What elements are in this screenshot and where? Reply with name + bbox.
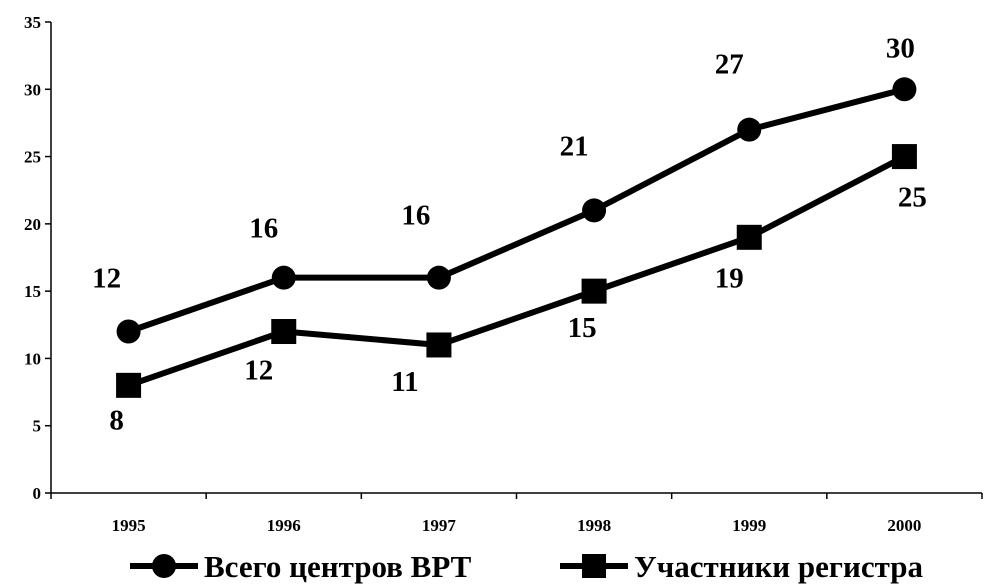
x-axis-tick-label: 2000 xyxy=(887,516,921,535)
chart-data-labels: 12 16 16 21 27 30 8 12 11 15 19 25 xyxy=(92,32,927,436)
circle-data-point xyxy=(116,319,141,344)
square-data-point xyxy=(116,372,142,398)
circle-data-point xyxy=(737,117,762,142)
x-axis-tick-label: 1997 xyxy=(422,516,457,535)
x-axis-tick-labels: 1995 1996 1997 1998 1999 2000 xyxy=(112,516,922,535)
x-axis-tick-label: 1998 xyxy=(577,516,611,535)
data-label-total-centers: 30 xyxy=(886,32,915,64)
data-label-registry-participants: 25 xyxy=(898,182,927,214)
legend-square-marker xyxy=(582,554,606,578)
square-data-point xyxy=(891,144,917,170)
square-data-point xyxy=(426,332,452,358)
data-label-total-centers: 12 xyxy=(92,263,121,295)
x-axis-tick-label: 1995 xyxy=(112,516,146,535)
y-axis-tick-label: 15 xyxy=(24,282,41,301)
y-axis-tick-label: 20 xyxy=(24,215,41,234)
data-label-registry-participants: 8 xyxy=(109,404,124,436)
data-label-registry-participants: 19 xyxy=(715,262,744,294)
legend-label-total-centers: Всего центров ВРТ xyxy=(204,549,472,584)
circle-data-point xyxy=(271,265,296,290)
data-label-total-centers: 27 xyxy=(715,49,744,81)
legend-item-total-centers: Всего центров ВРТ xyxy=(130,549,472,584)
square-data-point xyxy=(581,278,607,304)
series-line-2 xyxy=(127,153,906,389)
legend-label-registry-participants: Участники регистра xyxy=(634,549,923,584)
x-axis-tick-label: 1999 xyxy=(732,516,766,535)
data-label-total-centers: 16 xyxy=(249,213,278,245)
y-axis-tick-label: 25 xyxy=(24,148,41,167)
y-axis-tick-label: 10 xyxy=(24,349,41,368)
circle-data-point xyxy=(892,77,917,102)
square-data-point xyxy=(736,224,762,250)
y-axis-tick-label: 0 xyxy=(33,484,42,503)
y-axis-tick-labels: 0 5 10 15 20 25 30 35 xyxy=(24,13,41,503)
data-label-total-centers: 16 xyxy=(401,200,430,232)
data-label-registry-participants: 11 xyxy=(391,366,418,398)
circle-data-point xyxy=(426,265,451,290)
chart-axes xyxy=(45,21,983,499)
series-line-1 xyxy=(127,86,906,335)
y-axis-tick-label: 5 xyxy=(33,417,42,436)
chart-series xyxy=(116,77,917,398)
square-data-point xyxy=(271,319,297,345)
y-axis-tick-label: 30 xyxy=(24,80,41,99)
data-label-registry-participants: 12 xyxy=(244,355,273,387)
data-label-registry-participants: 15 xyxy=(568,312,597,344)
legend-item-registry-participants: Участники регистра xyxy=(560,549,923,584)
circle-data-point xyxy=(582,198,607,223)
chart-legend: Всего центров ВРТ Участники регистра xyxy=(130,549,923,584)
data-label-total-centers: 21 xyxy=(560,130,589,162)
y-axis-tick-label: 35 xyxy=(24,13,41,32)
x-axis-tick-label: 1996 xyxy=(267,516,301,535)
legend-circle-marker xyxy=(152,554,176,578)
